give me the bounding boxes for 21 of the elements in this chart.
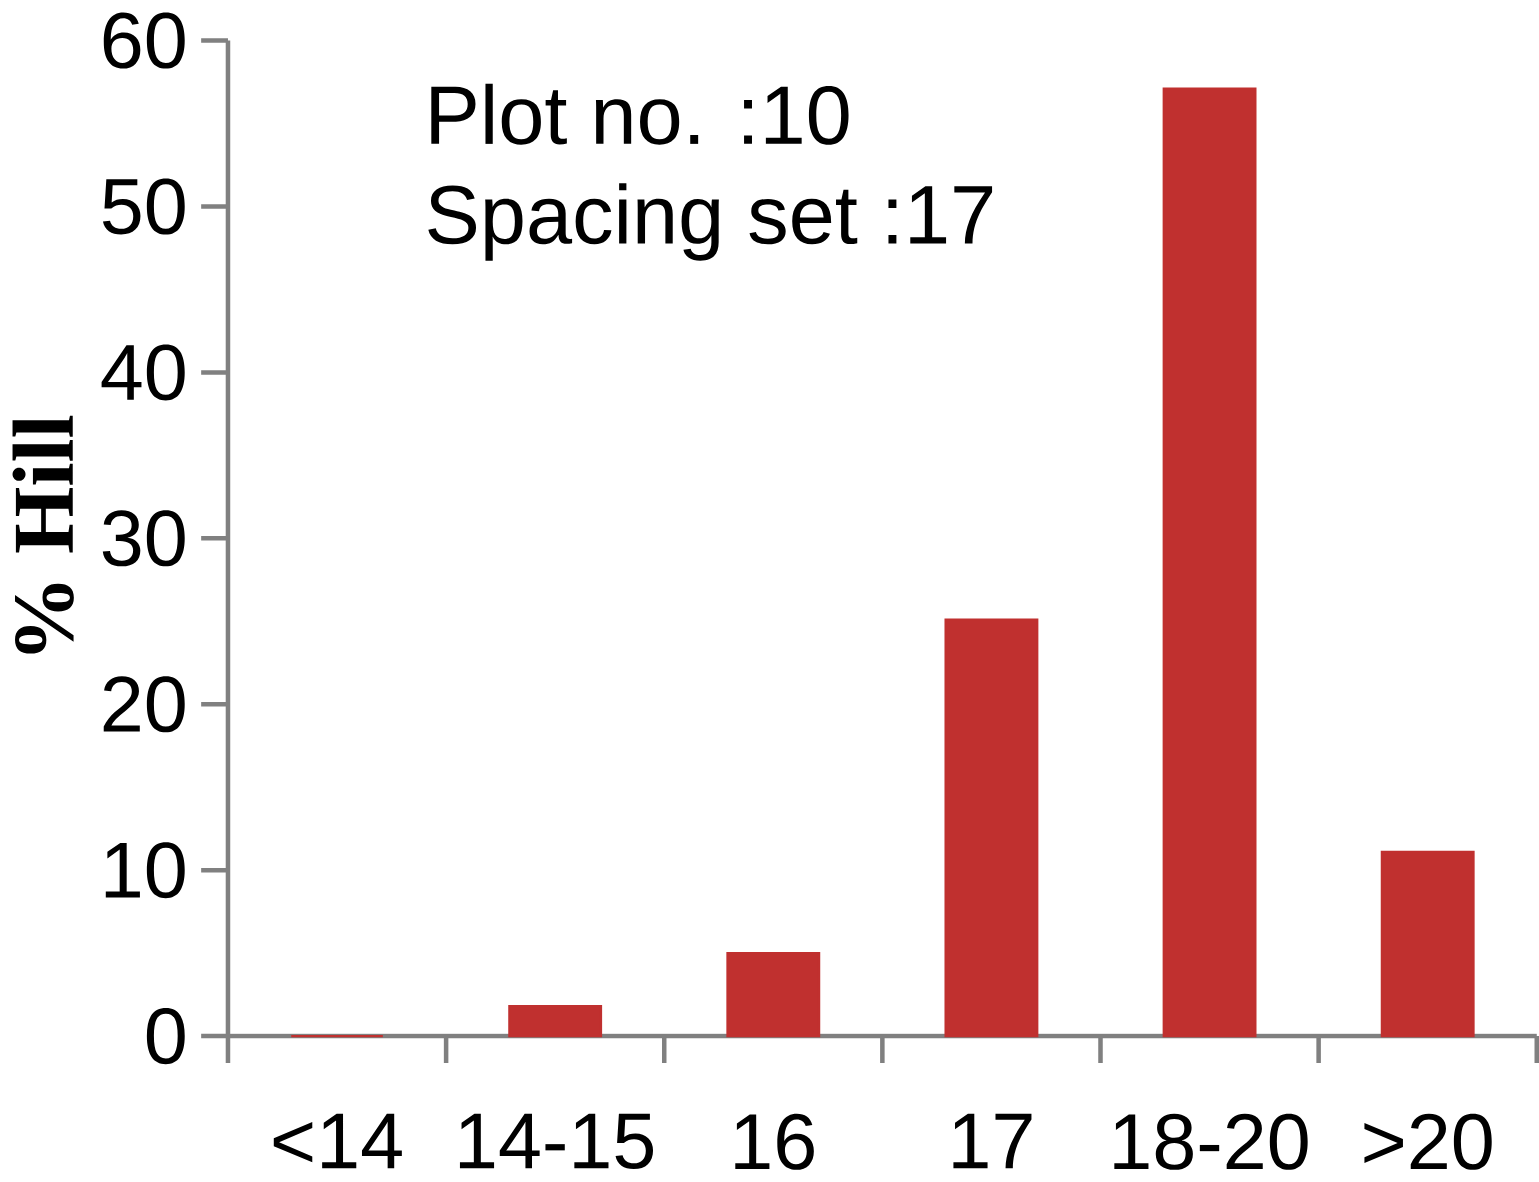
y-tick-label: 40 [101,344,185,401]
y-axis-title: % Hill [12,415,74,654]
x-tick-label: 18-20 [1114,1113,1308,1170]
bar [1380,850,1475,1038]
y-tick-label: 30 [102,510,185,567]
y-tick-label: 10 [105,841,185,899]
y-tick-label: 0 [146,1007,185,1064]
bar [508,1004,603,1038]
y-tick-label: 20 [103,676,185,733]
bar [944,618,1039,1038]
y-tick-label: 50 [102,178,185,235]
x-tick-label: 16 [735,1113,814,1170]
y-tick-label: 60 [103,12,185,69]
x-tick-label: >20 [1364,1113,1492,1170]
bar [726,951,821,1038]
bar [1162,87,1257,1038]
annotation: Spacing set :17 [428,183,993,261]
x-tick-label: 17 [953,1113,1032,1169]
x-tick-label: 14-15 [459,1113,654,1169]
x-tick-label: <14 [273,1113,402,1169]
annotation: Plot no. :10 [431,83,849,145]
